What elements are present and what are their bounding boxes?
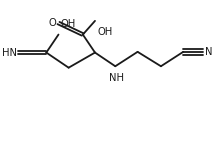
Text: O: O: [49, 18, 56, 28]
Text: NH: NH: [109, 73, 124, 83]
Text: N: N: [204, 47, 212, 57]
Text: HN: HN: [2, 48, 17, 58]
Text: OH: OH: [97, 27, 112, 37]
Text: OH: OH: [60, 19, 76, 29]
